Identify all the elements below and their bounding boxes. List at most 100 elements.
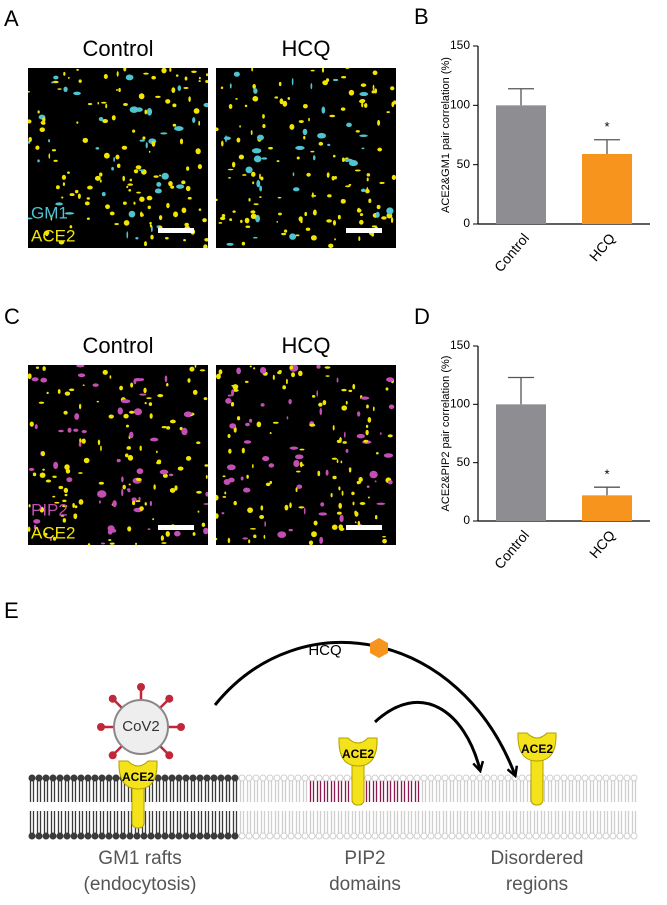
speckle	[183, 411, 193, 418]
speckle	[164, 237, 169, 240]
speckle	[159, 174, 162, 177]
speckle	[31, 377, 39, 382]
speckle	[66, 477, 73, 483]
speckle	[78, 79, 82, 83]
lipid-tail	[449, 780, 455, 802]
speckle	[48, 139, 51, 143]
speckle	[201, 522, 206, 527]
speckle	[242, 174, 247, 176]
speckle	[135, 165, 142, 170]
speckle	[341, 405, 348, 411]
speckle	[156, 461, 162, 465]
lipid-head	[273, 832, 281, 840]
lipid-tail	[589, 811, 595, 833]
lipid-tail	[197, 780, 203, 802]
lipid-tail	[239, 811, 245, 833]
speckle	[188, 96, 191, 103]
spike-tip	[165, 751, 174, 760]
lipid-tail	[484, 780, 490, 802]
lipid-tail	[379, 811, 385, 833]
speckle	[367, 496, 370, 499]
lipid-tail	[106, 780, 112, 802]
speckle	[327, 194, 332, 198]
speckle	[228, 104, 233, 110]
speckle	[293, 459, 300, 468]
speckle	[128, 483, 131, 486]
lipid-tail	[246, 780, 252, 802]
speckle	[86, 197, 91, 200]
lipid-head	[595, 774, 603, 782]
speckle	[365, 424, 369, 428]
speckle	[58, 485, 64, 490]
lipid-tail	[512, 780, 518, 802]
speckle	[192, 117, 196, 124]
spike-tip	[108, 751, 117, 760]
speckle	[233, 500, 237, 506]
speckle	[101, 101, 107, 104]
speckle	[251, 148, 262, 154]
speckle	[376, 204, 381, 210]
y-tick-label: 0	[463, 513, 470, 527]
speckle	[284, 504, 289, 511]
lipid-head	[203, 832, 211, 840]
lipid-head	[399, 832, 407, 840]
speckle	[383, 453, 394, 458]
speckle	[87, 543, 91, 545]
speckle	[375, 211, 380, 218]
lipid-tail	[533, 811, 539, 833]
speckle	[227, 537, 231, 544]
speckle	[94, 175, 101, 181]
speckle	[260, 176, 264, 181]
speckle	[243, 487, 251, 493]
lipid-tail	[218, 780, 224, 802]
speckle	[366, 404, 369, 409]
lipid-tail	[400, 780, 406, 802]
speckle	[72, 503, 75, 508]
speckle	[35, 366, 40, 369]
speckle	[55, 202, 63, 206]
lipid-tail	[92, 811, 98, 833]
speckle	[253, 534, 257, 539]
speckle	[298, 216, 303, 222]
receptor-head	[338, 737, 378, 767]
lipid-head	[245, 832, 253, 840]
speckle	[33, 524, 37, 530]
speckle	[377, 119, 381, 126]
speckle	[239, 125, 241, 128]
lipid-tail	[197, 811, 203, 833]
speckle	[263, 534, 266, 539]
speckle	[235, 97, 238, 100]
speckle	[289, 124, 295, 130]
speckle	[82, 137, 89, 143]
y-axis-label: ACE2&GM1 pair correlation (%)	[440, 57, 452, 213]
speckle	[295, 454, 302, 459]
lipid-head	[413, 774, 421, 782]
speckle	[355, 130, 360, 133]
lipid-head	[182, 774, 190, 782]
speckle	[313, 155, 316, 161]
lipid-head	[560, 832, 568, 840]
speckle	[354, 510, 357, 515]
speckle	[175, 74, 179, 77]
speckle	[34, 424, 38, 430]
speckle	[278, 212, 282, 216]
speckle	[364, 103, 368, 108]
speckle	[248, 418, 253, 423]
speckle	[278, 81, 282, 87]
speckle	[161, 68, 167, 74]
lipid-head	[238, 832, 246, 840]
speckle	[321, 106, 326, 114]
speckle	[126, 231, 129, 239]
speckle	[184, 76, 188, 81]
speckle	[172, 103, 177, 108]
lipid-head	[434, 774, 442, 782]
lipid-tail	[36, 780, 42, 802]
speckle	[183, 238, 186, 242]
lipid-head	[224, 832, 232, 840]
speckle	[361, 147, 365, 150]
lipid-head	[392, 832, 400, 840]
lipid-head	[518, 832, 526, 840]
speckle	[296, 484, 303, 489]
speckle	[64, 493, 68, 497]
speckle	[258, 196, 262, 199]
